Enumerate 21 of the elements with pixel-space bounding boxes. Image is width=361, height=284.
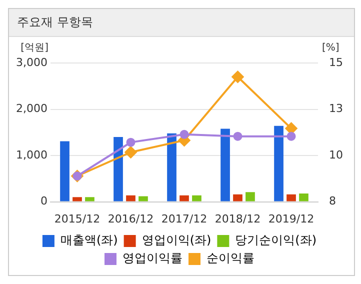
legend-label: 영업이익(좌): [142, 233, 212, 248]
legend-label: 당기순이익(좌): [235, 233, 317, 248]
y2-axis-title: [%]: [322, 42, 340, 54]
y-tick-label: 0: [40, 194, 48, 208]
legend-label: 영업이익률: [122, 251, 182, 266]
chart-title: 주요재 무항목: [9, 9, 354, 37]
y-tick-label: 3,000: [16, 56, 48, 69]
legend-label: 매출액(좌): [60, 233, 118, 248]
x-tick-label: 2017/12: [161, 212, 208, 226]
y2-tick-label: 8: [329, 194, 336, 208]
legend-label: 순이익률: [206, 251, 254, 266]
x-tick-label: 2016/12: [108, 212, 154, 226]
x-tick-label: 2018/12: [214, 212, 261, 226]
y2-tick-label: 15: [329, 56, 344, 69]
y-tick-label: 1,000: [16, 148, 48, 162]
x-tick-label: 2015/12: [54, 212, 100, 226]
y2-tick-label: 10: [329, 148, 344, 162]
y-tick-label: 2,000: [16, 102, 48, 116]
x-tick-label: 2019/12: [268, 212, 314, 226]
y-axis-title: [억원]: [20, 42, 49, 54]
y2-tick-label: 13: [329, 102, 344, 116]
